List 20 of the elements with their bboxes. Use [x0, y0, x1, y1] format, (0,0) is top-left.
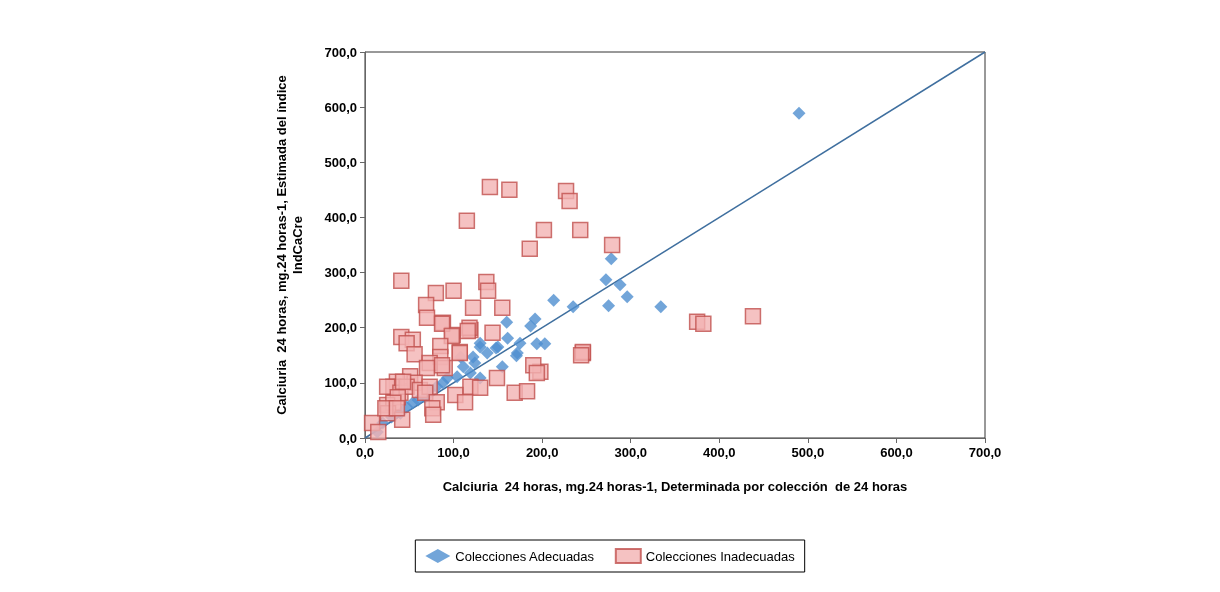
x-tick-label: 400,0	[703, 445, 736, 460]
y-tick-label: 600,0	[324, 99, 357, 115]
y-tick-label: 500,0	[324, 154, 357, 170]
y-tick-label: 200,0	[324, 320, 357, 336]
x-tick-label: 0,0	[355, 445, 375, 460]
y-tick-label: 100,0	[324, 375, 357, 391]
x-tick-label: 600,0	[880, 445, 913, 460]
legend-label: Colecciones Adecuadas	[455, 548, 595, 564]
legend-label: Colecciones Inadecuadas	[645, 548, 796, 564]
x-tick-label: 300,0	[614, 445, 647, 460]
y-tick-label: 700,0	[324, 44, 357, 60]
x-axis-title: Calciuria 24 horas, mg.24 horas-1, Determinada por colección de 24 horas	[442, 478, 908, 494]
y-tick-label: 300,0	[324, 265, 357, 281]
x-tick-label: 500,0	[791, 445, 825, 460]
y-tick-label: 0,0	[338, 430, 357, 446]
x-tick-label: 700,0	[968, 445, 1002, 460]
y-axis-title: Calciuria 24 horas, mg.24 horas-1, Estimada del índice IndCaCre	[273, 75, 305, 415]
x-tick-label: 200,0	[525, 445, 559, 460]
x-tick-label: 100,0	[437, 445, 470, 460]
y-tick-label: 400,0	[324, 209, 357, 225]
